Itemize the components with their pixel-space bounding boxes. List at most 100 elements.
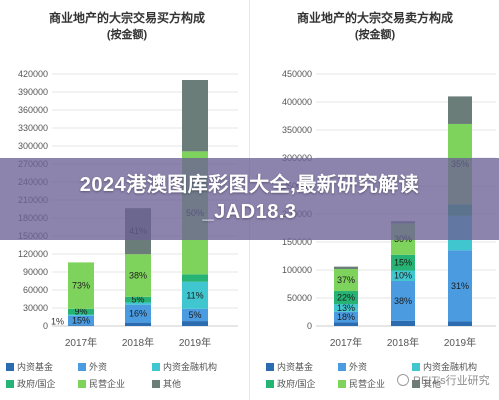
y-tick-label: 400000 [282,97,312,107]
bar-segment [125,302,151,305]
data-label: 38% [129,271,147,281]
bar-segment [391,270,415,281]
data-label: 5% [188,310,201,320]
x-tick-label: 2018年 [387,336,419,349]
chart-subtitle: (按金额) [355,27,396,41]
legend-swatch [152,380,160,388]
y-tick-label: 150000 [282,237,312,247]
chart-title: 商业地产的大宗交易卖方构成 [297,10,453,25]
y-tick-label: 0 [307,321,312,331]
legend-swatch [338,363,346,371]
legend-label: 政府/国企 [17,378,56,389]
y-tick-label: 90000 [23,267,48,277]
data-label: 13% [337,303,355,313]
legend-label: 外资 [349,361,367,372]
overlay-banner: 2024港澳图库彩图大全,最新研究解读 _JAD18.3 [0,158,499,240]
y-tick-label: 0 [43,321,48,331]
bar-segment [182,281,208,309]
bar-segment [391,254,415,271]
legend-swatch [78,380,86,388]
data-label: 31% [451,281,469,291]
y-tick-label: 390000 [18,87,48,97]
data-label: 15% [394,258,412,268]
bar-segment [68,262,94,309]
data-label: 18% [337,312,355,322]
x-tick-label: 2019年 [444,336,476,349]
y-tick-label: 350000 [282,125,312,135]
legend-label: 内资金融机构 [163,361,217,372]
bar-segment [448,321,472,326]
bar-segment [125,254,151,297]
legend-swatch [78,363,86,371]
data-label: 9% [74,307,87,317]
banner-title-line2: _JAD18.3 [202,201,297,223]
bar-segment [68,308,94,315]
data-label: 73% [72,281,90,291]
legend-label: 政府/国企 [277,378,316,389]
bar-segment [391,280,415,321]
bar-segment [182,321,208,326]
banner-title-line1: 2024港澳图库彩图大全,最新研究解读 [79,174,420,196]
x-tick-label: 2017年 [330,336,362,349]
bar-segment [125,322,151,326]
legend-swatch [266,363,274,371]
data-label: 37% [337,275,355,285]
bar-segment [334,304,358,312]
watermark-logo-icon [397,374,409,386]
bar-segment [182,274,208,282]
legend-label: 其他 [423,378,441,389]
y-tick-label: 30000 [23,303,48,313]
legend-swatch [152,363,160,371]
watermark: REIT's行业研究 [397,371,497,389]
bar-segment [182,80,208,152]
legend-label: 外资 [89,361,107,372]
bar-segment [448,96,472,124]
bar-segment [68,314,94,316]
bar-segment [182,308,208,322]
bar-segment [334,290,358,305]
bar-segment [334,311,358,323]
bar-segment [391,320,415,326]
y-tick-label: 420000 [18,69,48,79]
data-label: 22% [337,293,355,303]
bar-segment [125,304,151,323]
chart-subtitle: (按金额) [107,27,148,41]
legend-label: 民营企业 [89,378,125,389]
y-tick-label: 120000 [18,249,48,259]
y-tick-label: 50000 [287,293,312,303]
y-tick-label: 330000 [18,123,48,133]
bar-segment [334,266,358,270]
legend-swatch [338,380,346,388]
y-tick-label: 60000 [23,285,48,295]
legend-label: 其他 [163,378,181,389]
data-label: 16% [129,309,147,319]
x-tick-label: 2018年 [122,336,154,349]
y-tick-label: 360000 [18,105,48,115]
bar-segment [68,315,94,326]
data-label: 1% [51,317,64,327]
legend-swatch [6,363,14,371]
legend-label: 内资基金 [17,361,53,372]
data-label: 38% [394,296,412,306]
watermark-text: REIT's行业研究 [413,375,490,387]
bar-segment [334,322,358,326]
data-label: 11% [186,290,203,300]
data-label: 15% [72,316,90,326]
bar-segment [68,325,94,326]
legend-swatch [266,380,274,388]
legend-label: 内资基金 [277,361,313,372]
legend-swatch [412,363,420,371]
legend-label: 民营企业 [349,378,385,389]
bar-segment [448,250,472,322]
bar-segment [125,296,151,303]
x-tick-label: 2019年 [179,336,211,349]
bar-segment [334,269,358,291]
y-tick-label: 450000 [282,69,312,79]
x-tick-label: 2017年 [65,336,97,349]
legend-swatch [412,380,420,388]
legend-label: 内资金融机构 [423,361,477,372]
data-label: 10% [394,271,412,281]
data-label: 5% [131,295,144,305]
chart-title: 商业地产的大宗交易买方构成 [49,10,205,25]
y-tick-label: 100000 [282,265,312,275]
